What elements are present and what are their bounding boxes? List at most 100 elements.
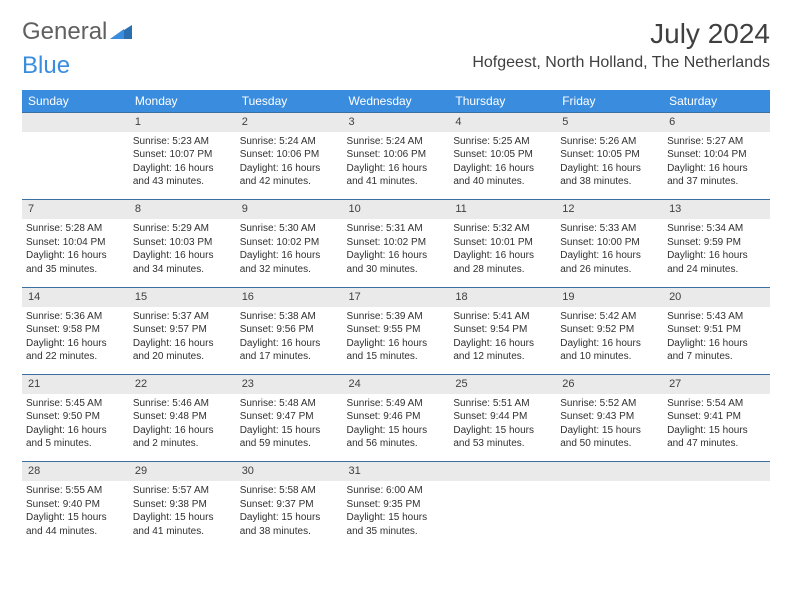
day-number	[22, 113, 129, 132]
sunrise-text: Sunrise: 5:34 AM	[667, 222, 766, 236]
daylight-text: Daylight: 16 hours and 7 minutes.	[667, 337, 766, 364]
sunset-text: Sunset: 10:04 PM	[26, 236, 125, 250]
sunrise-text: Sunrise: 5:37 AM	[133, 310, 232, 324]
sunrise-text: Sunrise: 5:26 AM	[560, 135, 659, 149]
sunset-text: Sunset: 9:56 PM	[240, 323, 339, 337]
day-cell: Sunrise: 5:39 AMSunset: 9:55 PMDaylight:…	[343, 307, 450, 375]
sunset-text: Sunset: 9:54 PM	[453, 323, 552, 337]
calendar-table: Sunday Monday Tuesday Wednesday Thursday…	[22, 90, 770, 549]
day-detail-row: Sunrise: 5:36 AMSunset: 9:58 PMDaylight:…	[22, 307, 770, 375]
day-number: 5	[556, 113, 663, 132]
day-cell	[22, 132, 129, 200]
weekday-header-row: Sunday Monday Tuesday Wednesday Thursday…	[22, 90, 770, 113]
location: Hofgeest, North Holland, The Netherlands	[472, 54, 770, 72]
day-cell: Sunrise: 5:28 AMSunset: 10:04 PMDaylight…	[22, 219, 129, 287]
daylight-text: Daylight: 16 hours and 43 minutes.	[133, 162, 232, 189]
day-cell: Sunrise: 5:52 AMSunset: 9:43 PMDaylight:…	[556, 394, 663, 462]
daylight-text: Daylight: 15 hours and 41 minutes.	[133, 511, 232, 538]
day-cell: Sunrise: 5:33 AMSunset: 10:00 PMDaylight…	[556, 219, 663, 287]
sunrise-text: Sunrise: 5:54 AM	[667, 397, 766, 411]
sunrise-text: Sunrise: 5:28 AM	[26, 222, 125, 236]
day-number: 30	[236, 462, 343, 481]
logo-triangle-icon	[110, 23, 132, 39]
day-cell: Sunrise: 5:32 AMSunset: 10:01 PMDaylight…	[449, 219, 556, 287]
daylight-text: Daylight: 15 hours and 59 minutes.	[240, 424, 339, 451]
sunrise-text: Sunrise: 5:39 AM	[347, 310, 446, 324]
sunrise-text: Sunrise: 5:58 AM	[240, 484, 339, 498]
day-number: 27	[663, 375, 770, 394]
daylight-text: Daylight: 16 hours and 2 minutes.	[133, 424, 232, 451]
sunrise-text: Sunrise: 5:23 AM	[133, 135, 232, 149]
sunset-text: Sunset: 10:05 PM	[560, 148, 659, 162]
sunrise-text: Sunrise: 5:31 AM	[347, 222, 446, 236]
weekday-header: Tuesday	[236, 90, 343, 113]
day-number	[449, 462, 556, 481]
sunrise-text: Sunrise: 5:24 AM	[347, 135, 446, 149]
day-cell: Sunrise: 5:23 AMSunset: 10:07 PMDaylight…	[129, 132, 236, 200]
day-cell: Sunrise: 5:29 AMSunset: 10:03 PMDaylight…	[129, 219, 236, 287]
day-detail-row: Sunrise: 5:28 AMSunset: 10:04 PM Daylight…	[22, 219, 770, 287]
weekday-header: Sunday	[22, 90, 129, 113]
sunrise-text: Sunrise: 5:27 AM	[667, 135, 766, 149]
sunset-text: Sunset: 10:04 PM	[667, 148, 766, 162]
day-number: 13	[663, 200, 770, 219]
daylight-text: Daylight: 16 hours and 24 minutes.	[667, 249, 766, 276]
day-number: 6	[663, 113, 770, 132]
day-number: 20	[663, 287, 770, 306]
sunset-text: Sunset: 9:51 PM	[667, 323, 766, 337]
day-cell: Sunrise: 5:34 AMSunset: 9:59 PMDaylight:…	[663, 219, 770, 287]
sunrise-text: Sunrise: 5:57 AM	[133, 484, 232, 498]
day-number: 17	[343, 287, 450, 306]
weekday-header: Thursday	[449, 90, 556, 113]
sunrise-text: Sunrise: 5:25 AM	[453, 135, 552, 149]
weekday-header: Saturday	[663, 90, 770, 113]
day-number: 7	[22, 200, 129, 219]
daylight-text: Daylight: 15 hours and 56 minutes.	[347, 424, 446, 451]
sunset-text: Sunset: 10:06 PM	[347, 148, 446, 162]
weekday-header: Monday	[129, 90, 236, 113]
day-cell: Sunrise: 5:51 AMSunset: 9:44 PMDaylight:…	[449, 394, 556, 462]
sunset-text: Sunset: 9:41 PM	[667, 410, 766, 424]
sunrise-text: Sunrise: 5:32 AM	[453, 222, 552, 236]
month-title: July 2024	[472, 18, 770, 50]
sunset-text: Sunset: 10:02 PM	[347, 236, 446, 250]
sunset-text: Sunset: 9:46 PM	[347, 410, 446, 424]
day-cell: Sunrise: 5:42 AMSunset: 9:52 PMDaylight:…	[556, 307, 663, 375]
day-cell: Sunrise: 6:00 AMSunset: 9:35 PMDaylight:…	[343, 481, 450, 549]
sunset-text: Sunset: 9:48 PM	[133, 410, 232, 424]
daylight-text: Daylight: 15 hours and 47 minutes.	[667, 424, 766, 451]
day-cell: Sunrise: 5:49 AMSunset: 9:46 PMDaylight:…	[343, 394, 450, 462]
daylight-text: Daylight: 16 hours and 26 minutes.	[560, 249, 659, 276]
sunrise-text: Sunrise: 5:33 AM	[560, 222, 659, 236]
day-cell	[663, 481, 770, 549]
day-cell: Sunrise: 5:41 AMSunset: 9:54 PMDaylight:…	[449, 307, 556, 375]
day-number: 15	[129, 287, 236, 306]
daylight-text: Daylight: 15 hours and 35 minutes.	[347, 511, 446, 538]
day-number: 12	[556, 200, 663, 219]
day-number	[663, 462, 770, 481]
day-cell: Sunrise: 5:54 AMSunset: 9:41 PMDaylight:…	[663, 394, 770, 462]
day-cell: Sunrise: 5:25 AMSunset: 10:05 PMDaylight…	[449, 132, 556, 200]
day-cell: Sunrise: 5:37 AMSunset: 9:57 PMDaylight:…	[129, 307, 236, 375]
day-detail-row: Sunrise: 5:23 AMSunset: 10:07 PMDaylight…	[22, 132, 770, 200]
daylight-text: Daylight: 16 hours and 15 minutes.	[347, 337, 446, 364]
title-block: July 2024 Hofgeest, North Holland, The N…	[472, 18, 770, 72]
day-cell	[556, 481, 663, 549]
day-number: 16	[236, 287, 343, 306]
sunset-text: Sunset: 10:05 PM	[453, 148, 552, 162]
day-cell: Sunrise: 5:57 AMSunset: 9:38 PMDaylight:…	[129, 481, 236, 549]
sunrise-text: Sunrise: 5:29 AM	[133, 222, 232, 236]
daylight-text: Daylight: 16 hours and 40 minutes.	[453, 162, 552, 189]
day-cell: Sunrise: 5:48 AMSunset: 9:47 PMDaylight:…	[236, 394, 343, 462]
day-number: 24	[343, 375, 450, 394]
day-number-row: 28293031	[22, 462, 770, 481]
day-cell: Sunrise: 5:55 AMSunset: 9:40 PMDaylight:…	[22, 481, 129, 549]
daylight-text: Daylight: 16 hours and 30 minutes.	[347, 249, 446, 276]
sunrise-text: Sunrise: 5:42 AM	[560, 310, 659, 324]
daylight-text: Daylight: 16 hours and 38 minutes.	[560, 162, 659, 189]
weekday-header: Wednesday	[343, 90, 450, 113]
sunset-text: Sunset: 9:57 PM	[133, 323, 232, 337]
sunset-text: Sunset: 10:01 PM	[453, 236, 552, 250]
daylight-text: Daylight: 15 hours and 44 minutes.	[26, 511, 125, 538]
daylight-text: Daylight: 15 hours and 53 minutes.	[453, 424, 552, 451]
